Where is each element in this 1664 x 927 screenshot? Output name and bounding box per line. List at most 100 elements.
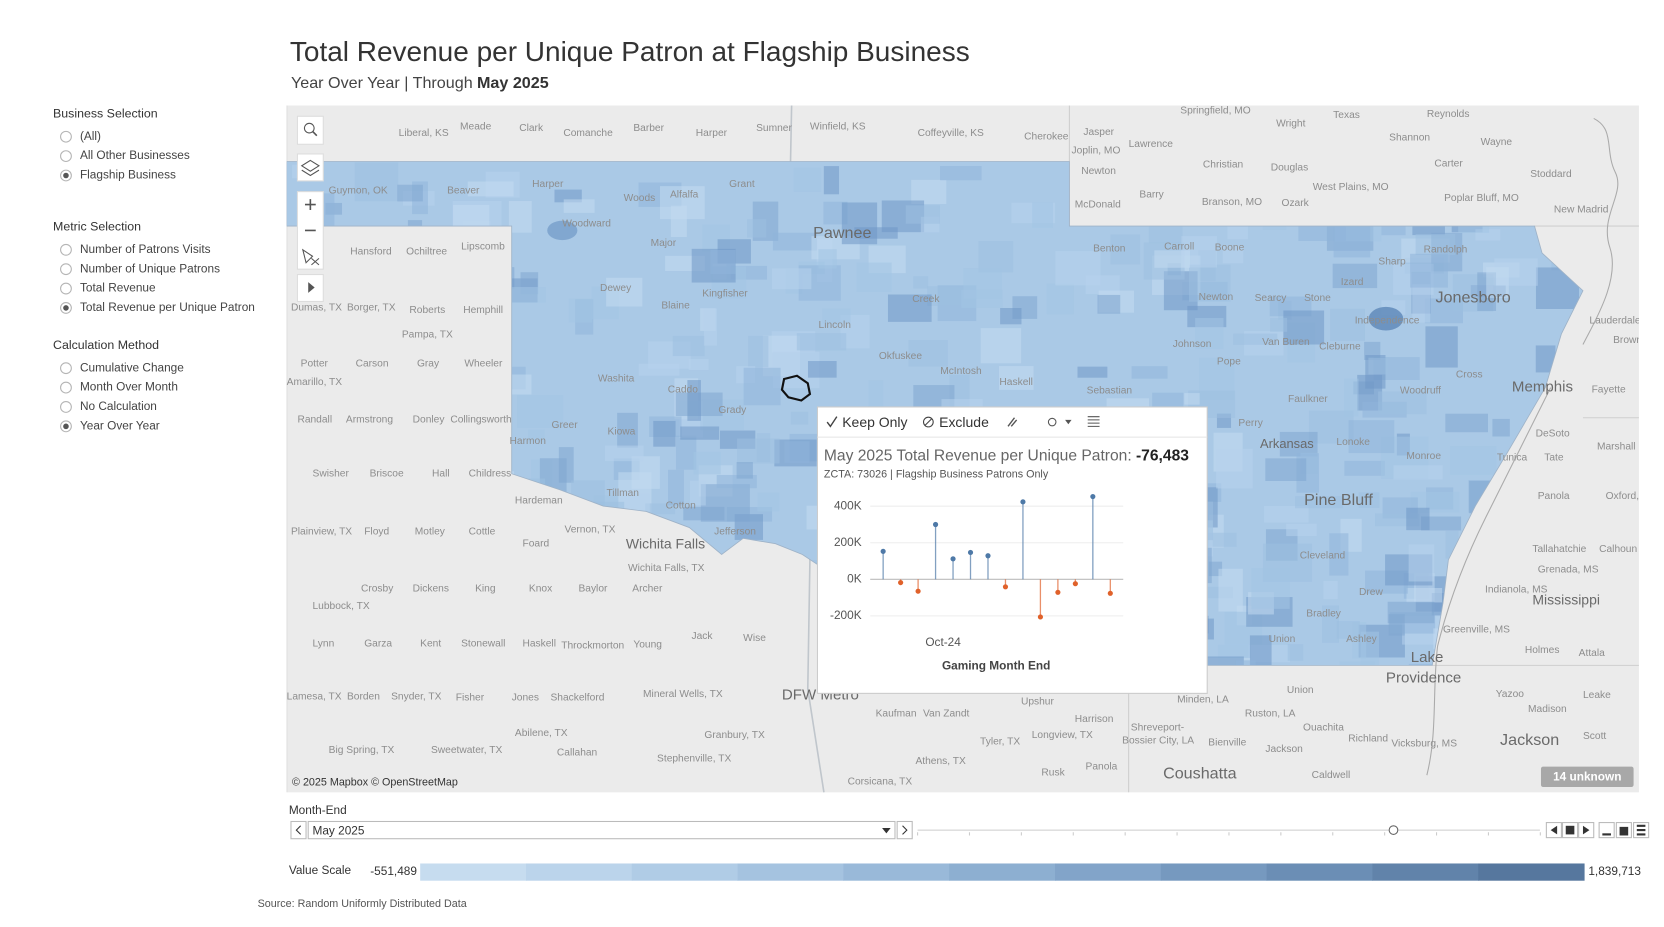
place-label: Creek	[912, 294, 940, 305]
selected-zcta[interactable]	[780, 374, 812, 402]
radio-button[interactable]	[60, 401, 72, 413]
zcta-area	[1055, 251, 1101, 286]
zcta-area	[998, 366, 1034, 390]
slider-thumb[interactable]	[1388, 825, 1399, 835]
unknown-badge[interactable]	[1540, 766, 1634, 788]
exclude-icon	[922, 416, 934, 428]
place-label: McDonald	[1075, 199, 1121, 210]
y-tick-label: 400K	[834, 498, 862, 512]
reset-icon[interactable]	[301, 248, 320, 266]
zcta-area	[790, 411, 809, 425]
filter-option[interactable]: Flagship Business	[80, 168, 176, 182]
place-label: Independence	[1355, 316, 1420, 327]
zcta-area	[683, 506, 725, 521]
filter-option[interactable]: Number of Unique Patrons	[80, 261, 220, 275]
filter-option[interactable]: Month Over Month	[80, 380, 178, 394]
zcta-area	[1348, 420, 1395, 454]
exclude-icon	[924, 418, 932, 426]
place-label: Carroll	[1164, 241, 1194, 252]
tooltip: Keep Only Exclude May 2025 Total Revenue…	[816, 406, 1208, 694]
zcta-area	[793, 167, 822, 192]
city-label: Jonesboro	[1435, 288, 1510, 306]
place-label: Tate	[1544, 452, 1564, 463]
place-label: Hemphill	[463, 305, 503, 316]
place-label: Archer	[632, 584, 663, 595]
filter-option[interactable]: Cumulative Change	[80, 360, 184, 374]
filter-option[interactable]: Total Revenue per Unique Patron	[80, 300, 255, 314]
zcta-area	[517, 395, 564, 428]
zcta-area	[887, 294, 932, 322]
exclude-button[interactable]: Exclude	[939, 414, 989, 430]
place-label: Cotton	[666, 501, 696, 512]
place-label: Springfield, MO	[1180, 106, 1250, 117]
set-icon[interactable]	[1047, 417, 1057, 427]
keep-only-button[interactable]: Keep Only	[842, 414, 907, 430]
filter-panel: Business Selection (All) All Other Busines…	[53, 106, 255, 432]
filter-option[interactable]: No Calculation	[80, 399, 157, 413]
filter-option[interactable]: Total Revenue	[80, 281, 156, 295]
place-label: Athens, TX	[915, 756, 966, 767]
city-label: Pawnee	[813, 224, 871, 242]
zcta-area	[1286, 523, 1317, 537]
zcta-area	[1264, 505, 1309, 523]
filter-option[interactable]: Year Over Year	[80, 418, 160, 432]
y-tick-label: 200K	[834, 535, 862, 549]
zcta-area	[1131, 366, 1168, 379]
place-label: Roberts	[409, 305, 445, 316]
radio-button[interactable]	[60, 130, 72, 143]
place-label: Alfalfa	[670, 190, 699, 201]
zoom-icons[interactable]	[304, 199, 316, 232]
next-button[interactable]	[896, 820, 913, 840]
place-label: Leake	[1583, 690, 1611, 701]
radio-button[interactable]	[60, 282, 72, 295]
month-slider[interactable]	[917, 825, 1541, 836]
place-label: Jackson	[1265, 744, 1303, 755]
view-data-icon[interactable]	[1087, 416, 1100, 427]
zcta-area	[1218, 568, 1243, 612]
place-label: Van Buren	[1262, 337, 1310, 348]
radio-button[interactable]	[60, 362, 72, 375]
place-label: Woodruff	[1400, 386, 1441, 397]
place-label: Vicksburg, MS	[1391, 739, 1457, 750]
legend-swatch	[525, 863, 633, 881]
place-label: Upshur	[1021, 697, 1055, 708]
place-label: Barry	[1139, 190, 1164, 201]
group-icon[interactable]	[1007, 417, 1018, 427]
radio-button[interactable]	[60, 150, 72, 163]
month-dropdown[interactable]	[307, 820, 896, 840]
layers-button[interactable]	[296, 153, 324, 182]
prev-button[interactable]	[290, 820, 307, 840]
zcta-area	[743, 367, 781, 406]
zcta-area	[1421, 516, 1462, 531]
place-label: Sumner	[756, 123, 792, 134]
zcta-area	[772, 232, 818, 251]
place-label: Yazoo	[1496, 689, 1525, 700]
filter-option[interactable]: (All)	[80, 129, 101, 143]
place-label: Stephenville, TX	[657, 754, 731, 765]
zcta-area	[1195, 318, 1224, 350]
zcta-area	[1393, 465, 1443, 480]
filter-option[interactable]: Number of Patrons Visits	[80, 242, 211, 256]
place-label: Union	[1287, 685, 1314, 696]
place-label: Jefferson	[714, 527, 756, 538]
zcta-area	[1251, 568, 1290, 609]
legend-swatch	[420, 863, 527, 881]
place-label: Johnson	[1173, 339, 1212, 350]
radio-button[interactable]	[60, 263, 72, 276]
place-label: Liberal, KS	[399, 128, 449, 139]
place-label: Woodward	[562, 219, 611, 230]
search-icon	[311, 130, 318, 137]
search-button[interactable]	[296, 115, 324, 145]
radio-button[interactable]	[60, 381, 72, 394]
place-label: Wichita Falls, TX	[628, 563, 705, 574]
filter-option[interactable]: All Other Businesses	[80, 148, 190, 162]
legend-swatch	[843, 863, 950, 881]
place-label: Guymon, OK	[329, 185, 388, 196]
radio-button[interactable]	[60, 243, 72, 256]
place-label: Ozark	[1282, 198, 1310, 209]
zcta-area	[397, 184, 423, 202]
place-label: New Madrid	[1554, 205, 1609, 216]
place-label: Winfield, KS	[810, 122, 866, 133]
